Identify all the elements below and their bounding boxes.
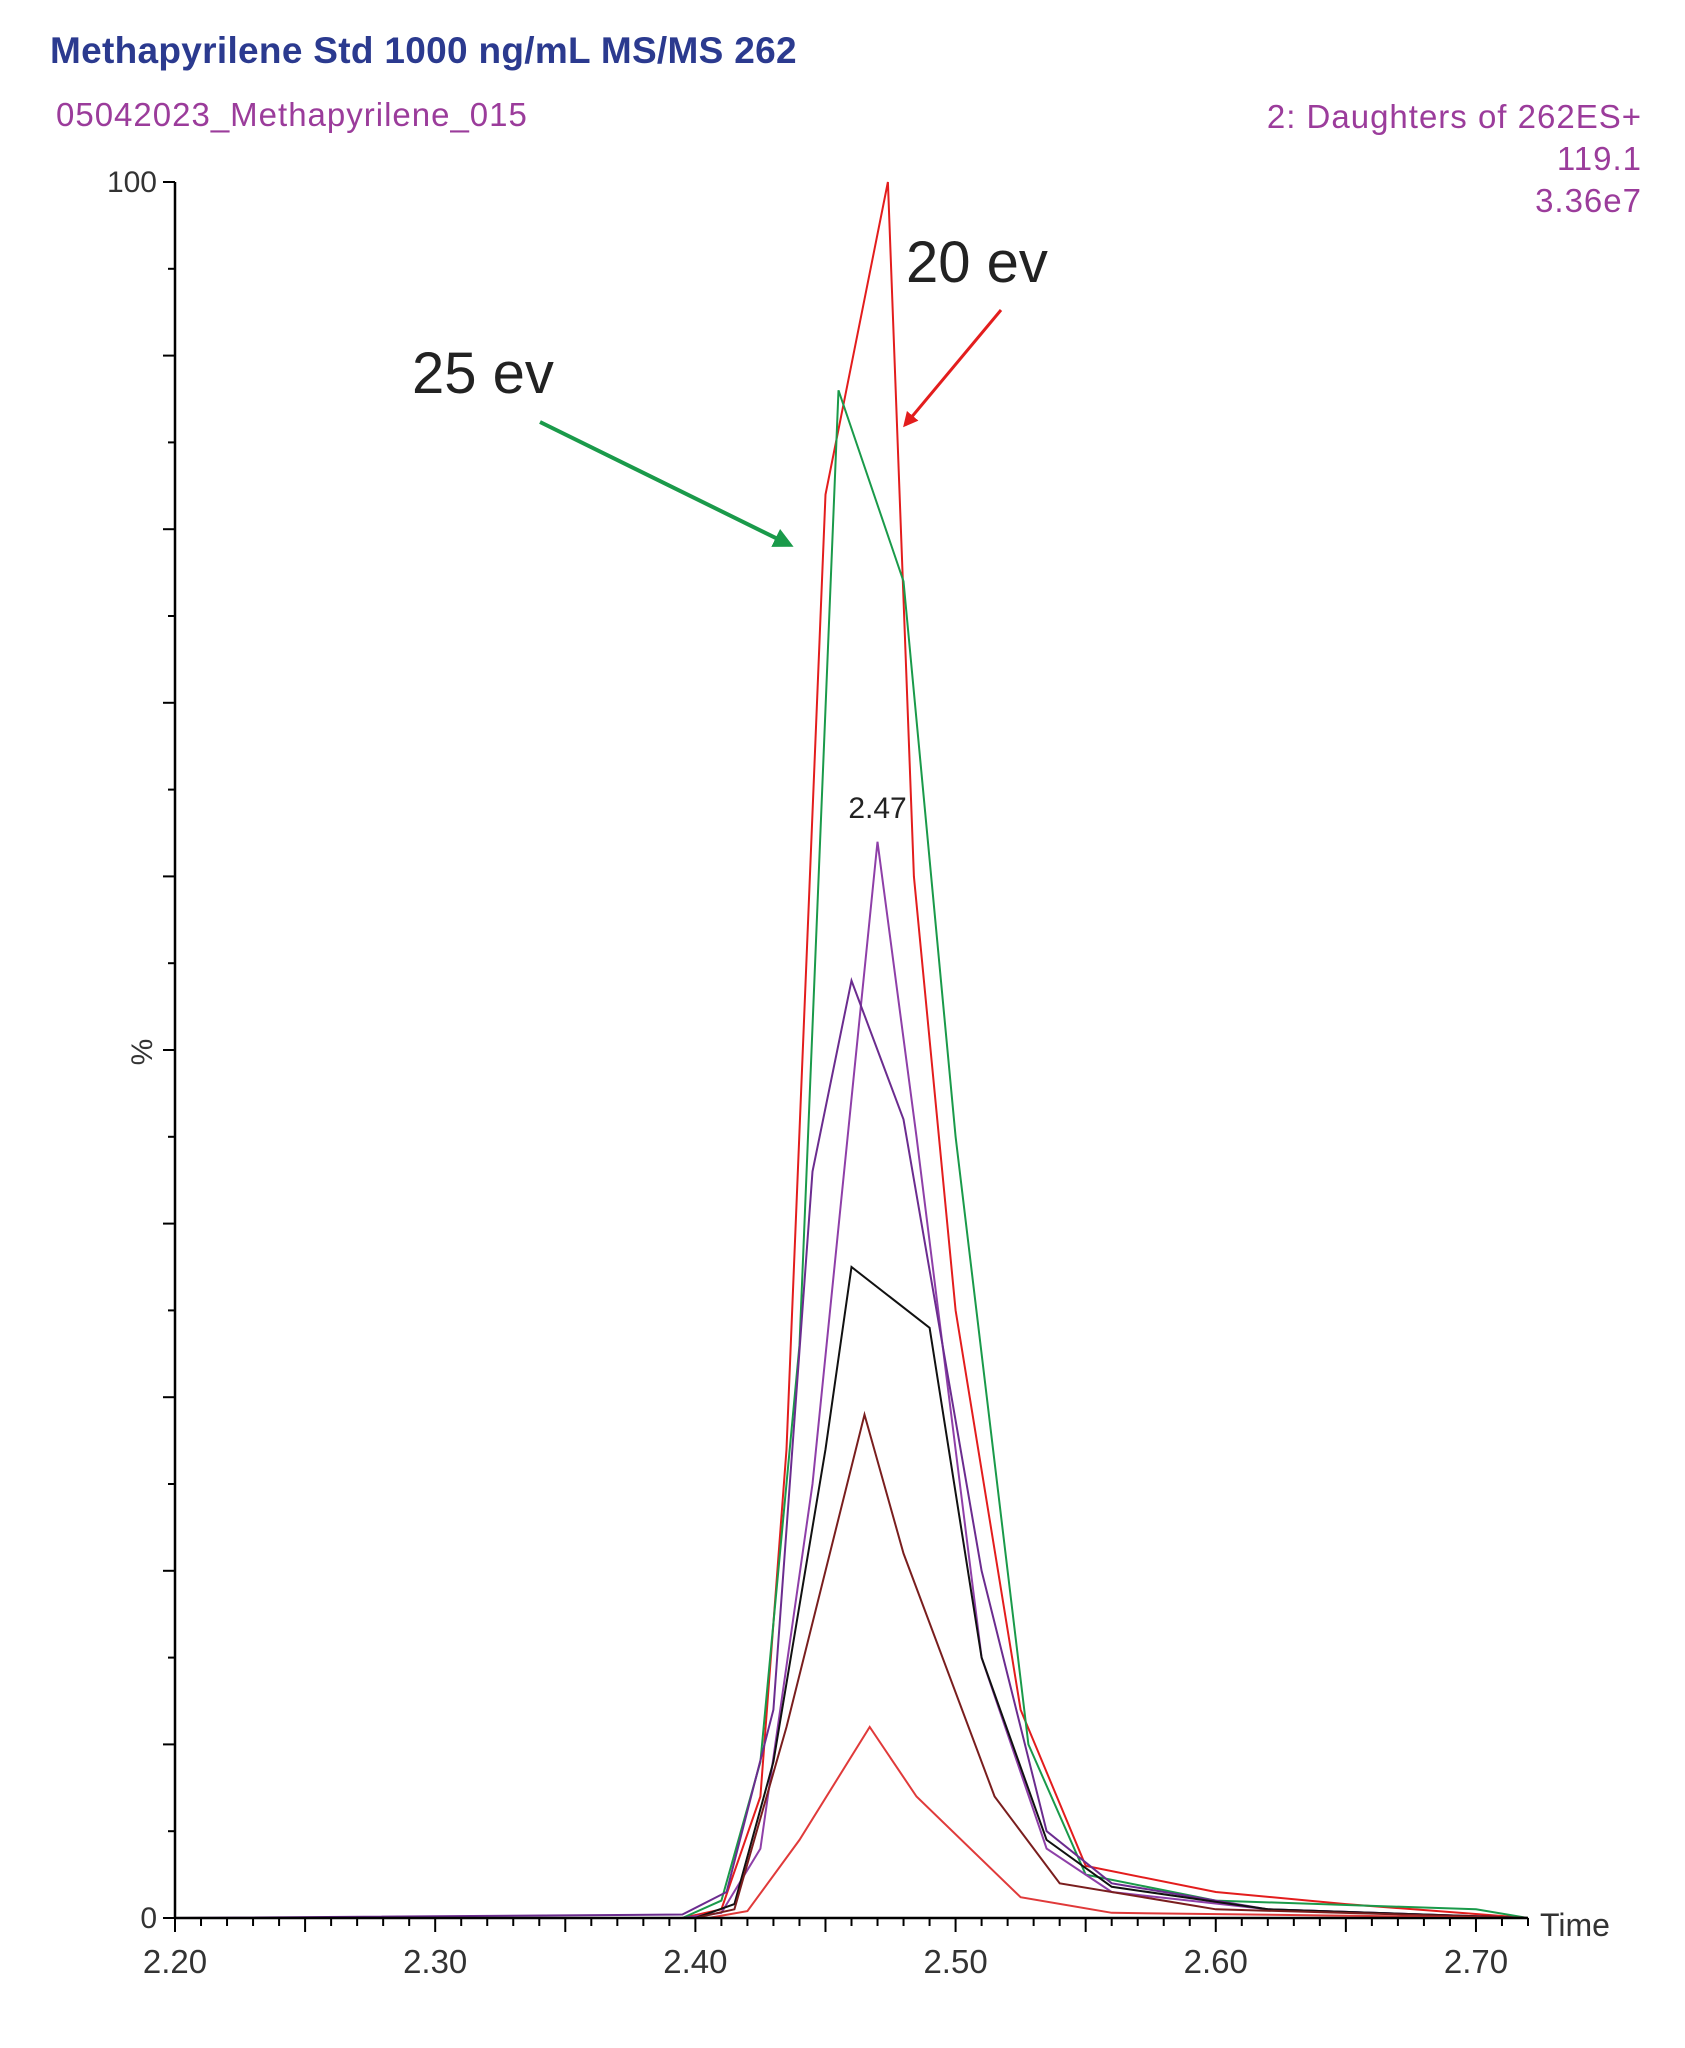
peak-label: 2.47: [848, 792, 906, 825]
x-tick-label: 2.40: [663, 1943, 727, 1980]
y-tick-label: 0: [140, 1902, 157, 1935]
series-line-4: [174, 976, 1529, 1919]
chromatogram-title: Methapyrilene Std 1000 ng/mL MS/MS 262: [50, 30, 797, 71]
series-line-7: [175, 1725, 1529, 1919]
x-tick-label: 2.30: [403, 1943, 467, 1980]
y-axis-label: %: [126, 1039, 159, 1066]
sample-name: 05042023_Methapyrilene_015: [56, 96, 528, 133]
annotation-20ev: 20 ev: [906, 230, 1048, 295]
series-line-6: [175, 1410, 1529, 1919]
series-line-5: [175, 1265, 1529, 1919]
intensity-label: 3.36e7: [1535, 182, 1642, 219]
annotation-25ev: 25 ev: [412, 341, 554, 406]
arrow-20ev: [903, 309, 1003, 428]
y-tick-label: 100: [107, 166, 157, 199]
x-tick-label: 2.60: [1184, 1943, 1248, 1980]
mass-label: 119.1: [1556, 140, 1642, 177]
x-tick-label: 2.70: [1444, 1943, 1508, 1980]
x-axis-label: Time: [1540, 1907, 1610, 1943]
arrow-25ev: [539, 420, 794, 547]
trace-info: 2: Daughters of 262ES+ 119.1 3.36e7: [1267, 96, 1642, 222]
series-line-2: [175, 389, 1529, 1919]
function-label: 2: Daughters of 262ES+: [1266, 98, 1642, 135]
x-tick-label: 2.20: [143, 1943, 207, 1980]
series-line-1: [175, 181, 1529, 1919]
x-tick-label: 2.50: [923, 1943, 987, 1980]
